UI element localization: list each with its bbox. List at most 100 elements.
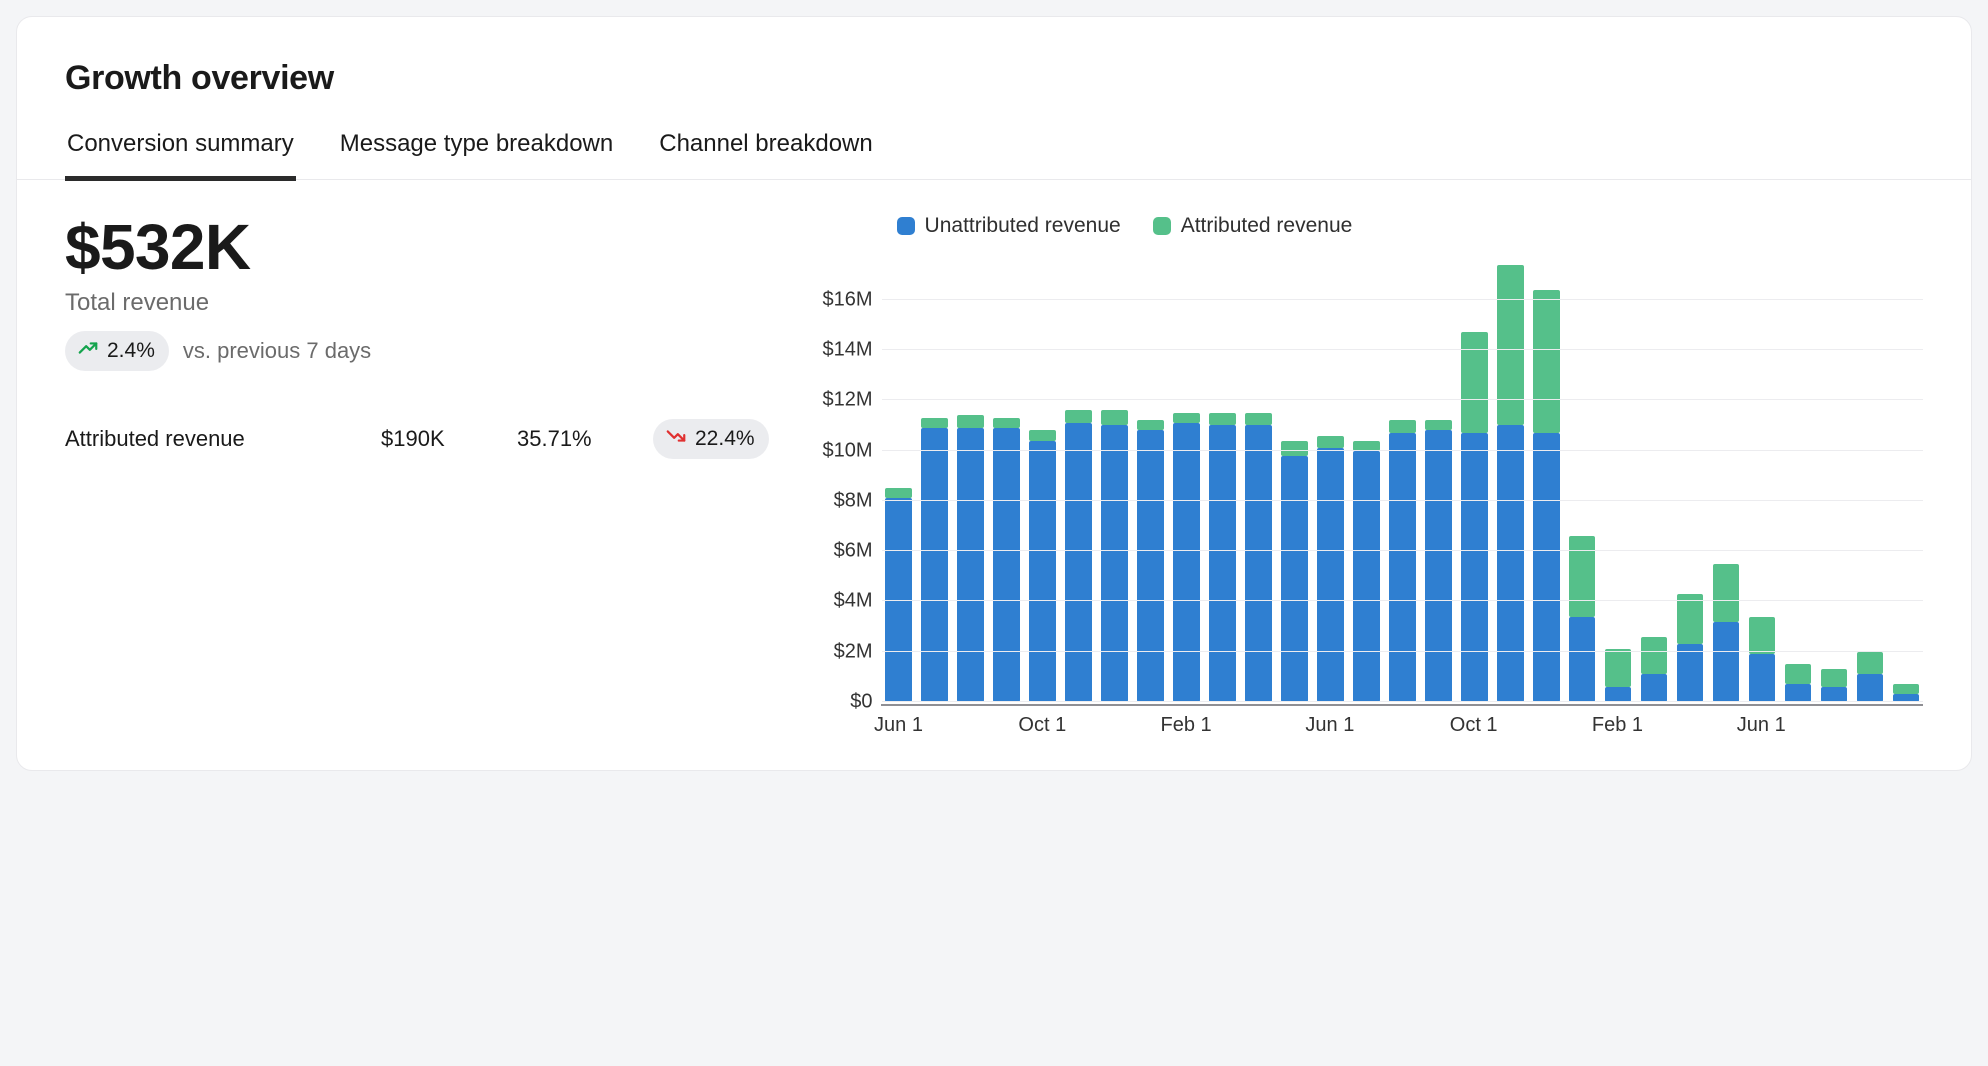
bar-attributed	[1785, 664, 1812, 684]
gridline	[882, 399, 1923, 400]
gridline	[882, 600, 1923, 601]
bar-unattributed	[1389, 433, 1416, 702]
bar-unattributed	[1713, 622, 1740, 702]
chart-bar	[1745, 262, 1779, 702]
chart-bar	[1277, 262, 1311, 702]
y-tick-label: $14M	[823, 339, 873, 362]
chart-bar	[1097, 262, 1131, 702]
y-axis: $0$2M$4M$6M$8M$10M$12M$14M$16M	[797, 262, 881, 702]
bar-unattributed	[1317, 448, 1344, 702]
metric-share: 35.71%	[517, 426, 637, 452]
y-tick-label: $16M	[823, 288, 873, 311]
bar-unattributed	[1749, 654, 1776, 702]
total-revenue-value: $532K	[65, 214, 769, 281]
bar-attributed	[1533, 290, 1560, 433]
bar-attributed	[1713, 564, 1740, 622]
gridline	[882, 450, 1923, 451]
bar-unattributed	[993, 428, 1020, 702]
legend-item: Attributed revenue	[1153, 214, 1353, 238]
chart-plot	[881, 262, 1923, 702]
chart-bar	[1709, 262, 1743, 702]
x-tick-label: Jun 1	[1305, 714, 1354, 737]
legend-swatch	[1153, 217, 1171, 235]
chart-bar	[954, 262, 988, 702]
chart-bar	[1061, 262, 1095, 702]
bar-attributed	[1425, 420, 1452, 430]
chart-bar	[1025, 262, 1059, 702]
bar-unattributed	[1821, 687, 1848, 702]
chart-bar	[1169, 262, 1203, 702]
y-tick-label: $8M	[834, 489, 873, 512]
chart-legend: Unattributed revenue Attributed revenue	[897, 214, 1923, 238]
bar-unattributed	[1029, 441, 1056, 702]
legend-label: Attributed revenue	[1181, 214, 1353, 238]
gridline	[882, 550, 1923, 551]
tab-channel-breakdown[interactable]: Channel breakdown	[657, 122, 874, 181]
bar-attributed	[1281, 441, 1308, 456]
bar-attributed	[1893, 684, 1920, 694]
bar-attributed	[1209, 413, 1236, 426]
change-pill-up: 2.4%	[65, 331, 169, 371]
bar-attributed	[885, 488, 912, 498]
y-tick-label: $0	[850, 691, 872, 714]
chart-bar	[1313, 262, 1347, 702]
bar-attributed	[1497, 265, 1524, 426]
bar-unattributed	[1641, 674, 1668, 702]
x-tick-label: Jun 1	[874, 714, 923, 737]
bar-unattributed	[1101, 425, 1128, 702]
gridline	[882, 651, 1923, 652]
metric-label: Attributed revenue	[65, 426, 365, 452]
bar-unattributed	[921, 428, 948, 702]
chart-bar	[1817, 262, 1851, 702]
bar-unattributed	[1461, 433, 1488, 702]
y-tick-label: $10M	[823, 439, 873, 462]
metric-row: Attributed revenue $190K 35.71% 22.4%	[65, 419, 769, 459]
chart-bar	[1601, 262, 1635, 702]
bar-attributed	[1605, 649, 1632, 687]
bar-unattributed	[1353, 451, 1380, 702]
card-title: Growth overview	[65, 59, 1923, 98]
tab-message-type-breakdown[interactable]: Message type breakdown	[338, 122, 616, 181]
bar-unattributed	[1605, 687, 1632, 702]
chart-bar	[1421, 262, 1455, 702]
chart-bar	[1673, 262, 1707, 702]
bar-attributed	[1641, 637, 1668, 675]
bar-attributed	[1821, 669, 1848, 687]
revenue-chart: Unattributed revenue Attributed revenue $…	[797, 214, 1923, 738]
bar-attributed	[1857, 652, 1884, 675]
chart-bar	[1565, 262, 1599, 702]
bar-unattributed	[1065, 423, 1092, 702]
bar-attributed	[921, 418, 948, 428]
chart-bar	[1133, 262, 1167, 702]
metric-change-value: 22.4%	[695, 427, 755, 451]
chart-bar	[1205, 262, 1239, 702]
bar-attributed	[1065, 410, 1092, 423]
legend-item: Unattributed revenue	[897, 214, 1121, 238]
bar-attributed	[1749, 617, 1776, 655]
bar-attributed	[1137, 420, 1164, 430]
x-tick-label: Oct 1	[1018, 714, 1066, 737]
x-tick-label: Feb 1	[1161, 714, 1212, 737]
gridline	[882, 701, 1923, 702]
legend-swatch	[897, 217, 915, 235]
bar-attributed	[1173, 413, 1200, 423]
chart-bar	[1529, 262, 1563, 702]
chart-bar	[1637, 262, 1671, 702]
bar-attributed	[1101, 410, 1128, 425]
tabs: Conversion summary Message type breakdown…	[17, 120, 1971, 180]
trend-down-icon	[665, 425, 687, 453]
chart-bar	[1889, 262, 1923, 702]
x-axis: Jun 1Oct 1Feb 1Jun 1Oct 1Feb 1Jun 1	[881, 704, 1923, 738]
bar-attributed	[1245, 413, 1272, 426]
y-tick-label: $6M	[834, 540, 873, 563]
tab-conversion-summary[interactable]: Conversion summary	[65, 122, 296, 181]
gridline	[882, 299, 1923, 300]
bar-unattributed	[957, 428, 984, 702]
y-tick-label: $4M	[834, 590, 873, 613]
legend-label: Unattributed revenue	[925, 214, 1121, 238]
bar-unattributed	[1857, 674, 1884, 702]
bar-unattributed	[1497, 425, 1524, 702]
growth-overview-card: Growth overview Conversion summary Messag…	[16, 16, 1972, 771]
bar-unattributed	[1173, 423, 1200, 702]
chart-bar	[918, 262, 952, 702]
